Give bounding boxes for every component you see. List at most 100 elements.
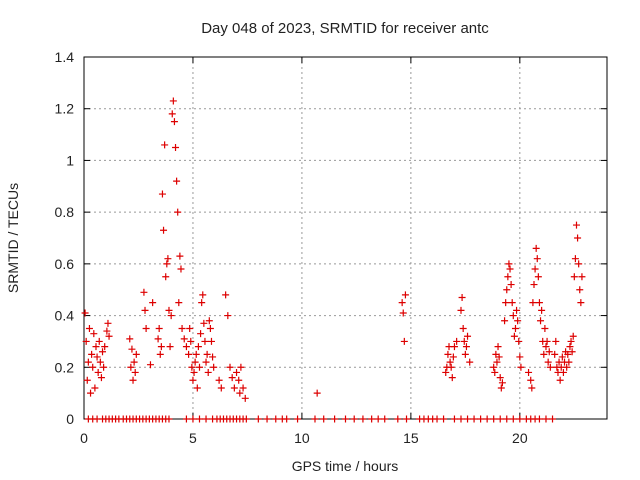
data-point xyxy=(572,221,580,229)
data-point xyxy=(200,319,208,327)
data-point xyxy=(93,353,101,361)
data-point xyxy=(146,361,154,369)
data-point xyxy=(201,337,209,345)
x-tick-label: 5 xyxy=(189,430,197,446)
data-point xyxy=(506,265,514,273)
data-point xyxy=(130,358,138,366)
data-point xyxy=(165,415,173,423)
data-point xyxy=(242,415,250,423)
data-point xyxy=(507,281,515,289)
data-point xyxy=(162,273,170,281)
data-point xyxy=(92,343,100,351)
data-point xyxy=(167,312,175,320)
data-point xyxy=(239,384,247,392)
data-point xyxy=(578,273,586,281)
data-point xyxy=(505,260,513,268)
data-point xyxy=(493,358,501,366)
data-point xyxy=(442,368,450,376)
data-point xyxy=(95,337,103,345)
data-point xyxy=(233,368,241,376)
data-point xyxy=(157,343,165,351)
data-point xyxy=(552,337,560,345)
data-point xyxy=(84,358,92,366)
data-point xyxy=(450,415,458,423)
data-point xyxy=(342,415,349,423)
data-point xyxy=(174,208,182,216)
y-tick-label: 0.8 xyxy=(55,204,75,220)
data-point xyxy=(87,389,95,397)
data-point xyxy=(394,415,402,423)
data-point xyxy=(197,330,205,338)
data-point xyxy=(228,374,236,382)
data-point xyxy=(470,415,478,423)
data-point xyxy=(91,384,99,392)
data-point xyxy=(568,348,576,356)
data-point xyxy=(525,368,533,376)
data-point xyxy=(574,234,582,242)
data-point xyxy=(172,144,180,151)
plot-frame xyxy=(83,56,608,420)
data-point xyxy=(170,118,178,126)
data-point xyxy=(263,415,271,423)
data-point xyxy=(104,319,112,327)
data-point xyxy=(509,312,517,320)
data-point xyxy=(311,415,319,423)
data-point xyxy=(498,379,506,387)
data-point xyxy=(556,376,564,384)
x-axis-label: GPS time / hours xyxy=(292,458,399,474)
data-point xyxy=(570,273,578,281)
data-point xyxy=(156,350,164,358)
data-point xyxy=(545,348,553,356)
data-point xyxy=(575,260,583,268)
data-point xyxy=(401,291,409,299)
data-point xyxy=(576,286,584,294)
data-point xyxy=(215,376,223,384)
data-point xyxy=(483,415,491,423)
data-point xyxy=(199,291,207,299)
data-point xyxy=(531,265,539,273)
data-point xyxy=(504,273,512,281)
data-point xyxy=(542,343,550,351)
data-point xyxy=(448,374,456,382)
data-point xyxy=(567,337,575,345)
data-point xyxy=(88,350,96,358)
data-point xyxy=(127,363,135,371)
data-point xyxy=(571,255,579,263)
data-point xyxy=(203,350,211,358)
data-point xyxy=(85,325,93,332)
y-tick-label: 0.2 xyxy=(55,359,75,375)
data-point xyxy=(569,332,577,340)
data-point xyxy=(440,415,448,423)
data-point xyxy=(400,337,408,345)
data-point xyxy=(490,415,498,423)
data-point xyxy=(224,312,232,320)
data-point xyxy=(177,265,185,273)
axis-ticks xyxy=(83,56,607,420)
data-point xyxy=(496,374,504,382)
y-tick-label: 0.4 xyxy=(55,308,75,324)
data-point xyxy=(101,343,109,351)
data-point xyxy=(204,368,212,376)
data-point xyxy=(82,337,90,345)
data-point xyxy=(187,337,195,345)
data-point xyxy=(516,415,524,423)
data-point xyxy=(433,415,441,423)
data-point xyxy=(503,286,511,294)
data-point xyxy=(207,337,215,345)
data-point xyxy=(497,384,505,392)
data-point xyxy=(189,376,197,384)
data-point xyxy=(165,306,173,314)
data-point xyxy=(542,415,550,423)
y-axis-label: SRMTID / TECUs xyxy=(5,183,21,293)
data-point xyxy=(202,358,210,366)
data-point xyxy=(222,291,230,299)
data-point xyxy=(399,309,407,317)
data-point xyxy=(490,363,498,371)
data-point xyxy=(206,325,214,332)
data-point xyxy=(564,350,572,358)
data-point xyxy=(100,363,108,371)
data-point xyxy=(368,415,376,423)
data-point xyxy=(198,299,206,307)
data-point xyxy=(128,345,136,353)
